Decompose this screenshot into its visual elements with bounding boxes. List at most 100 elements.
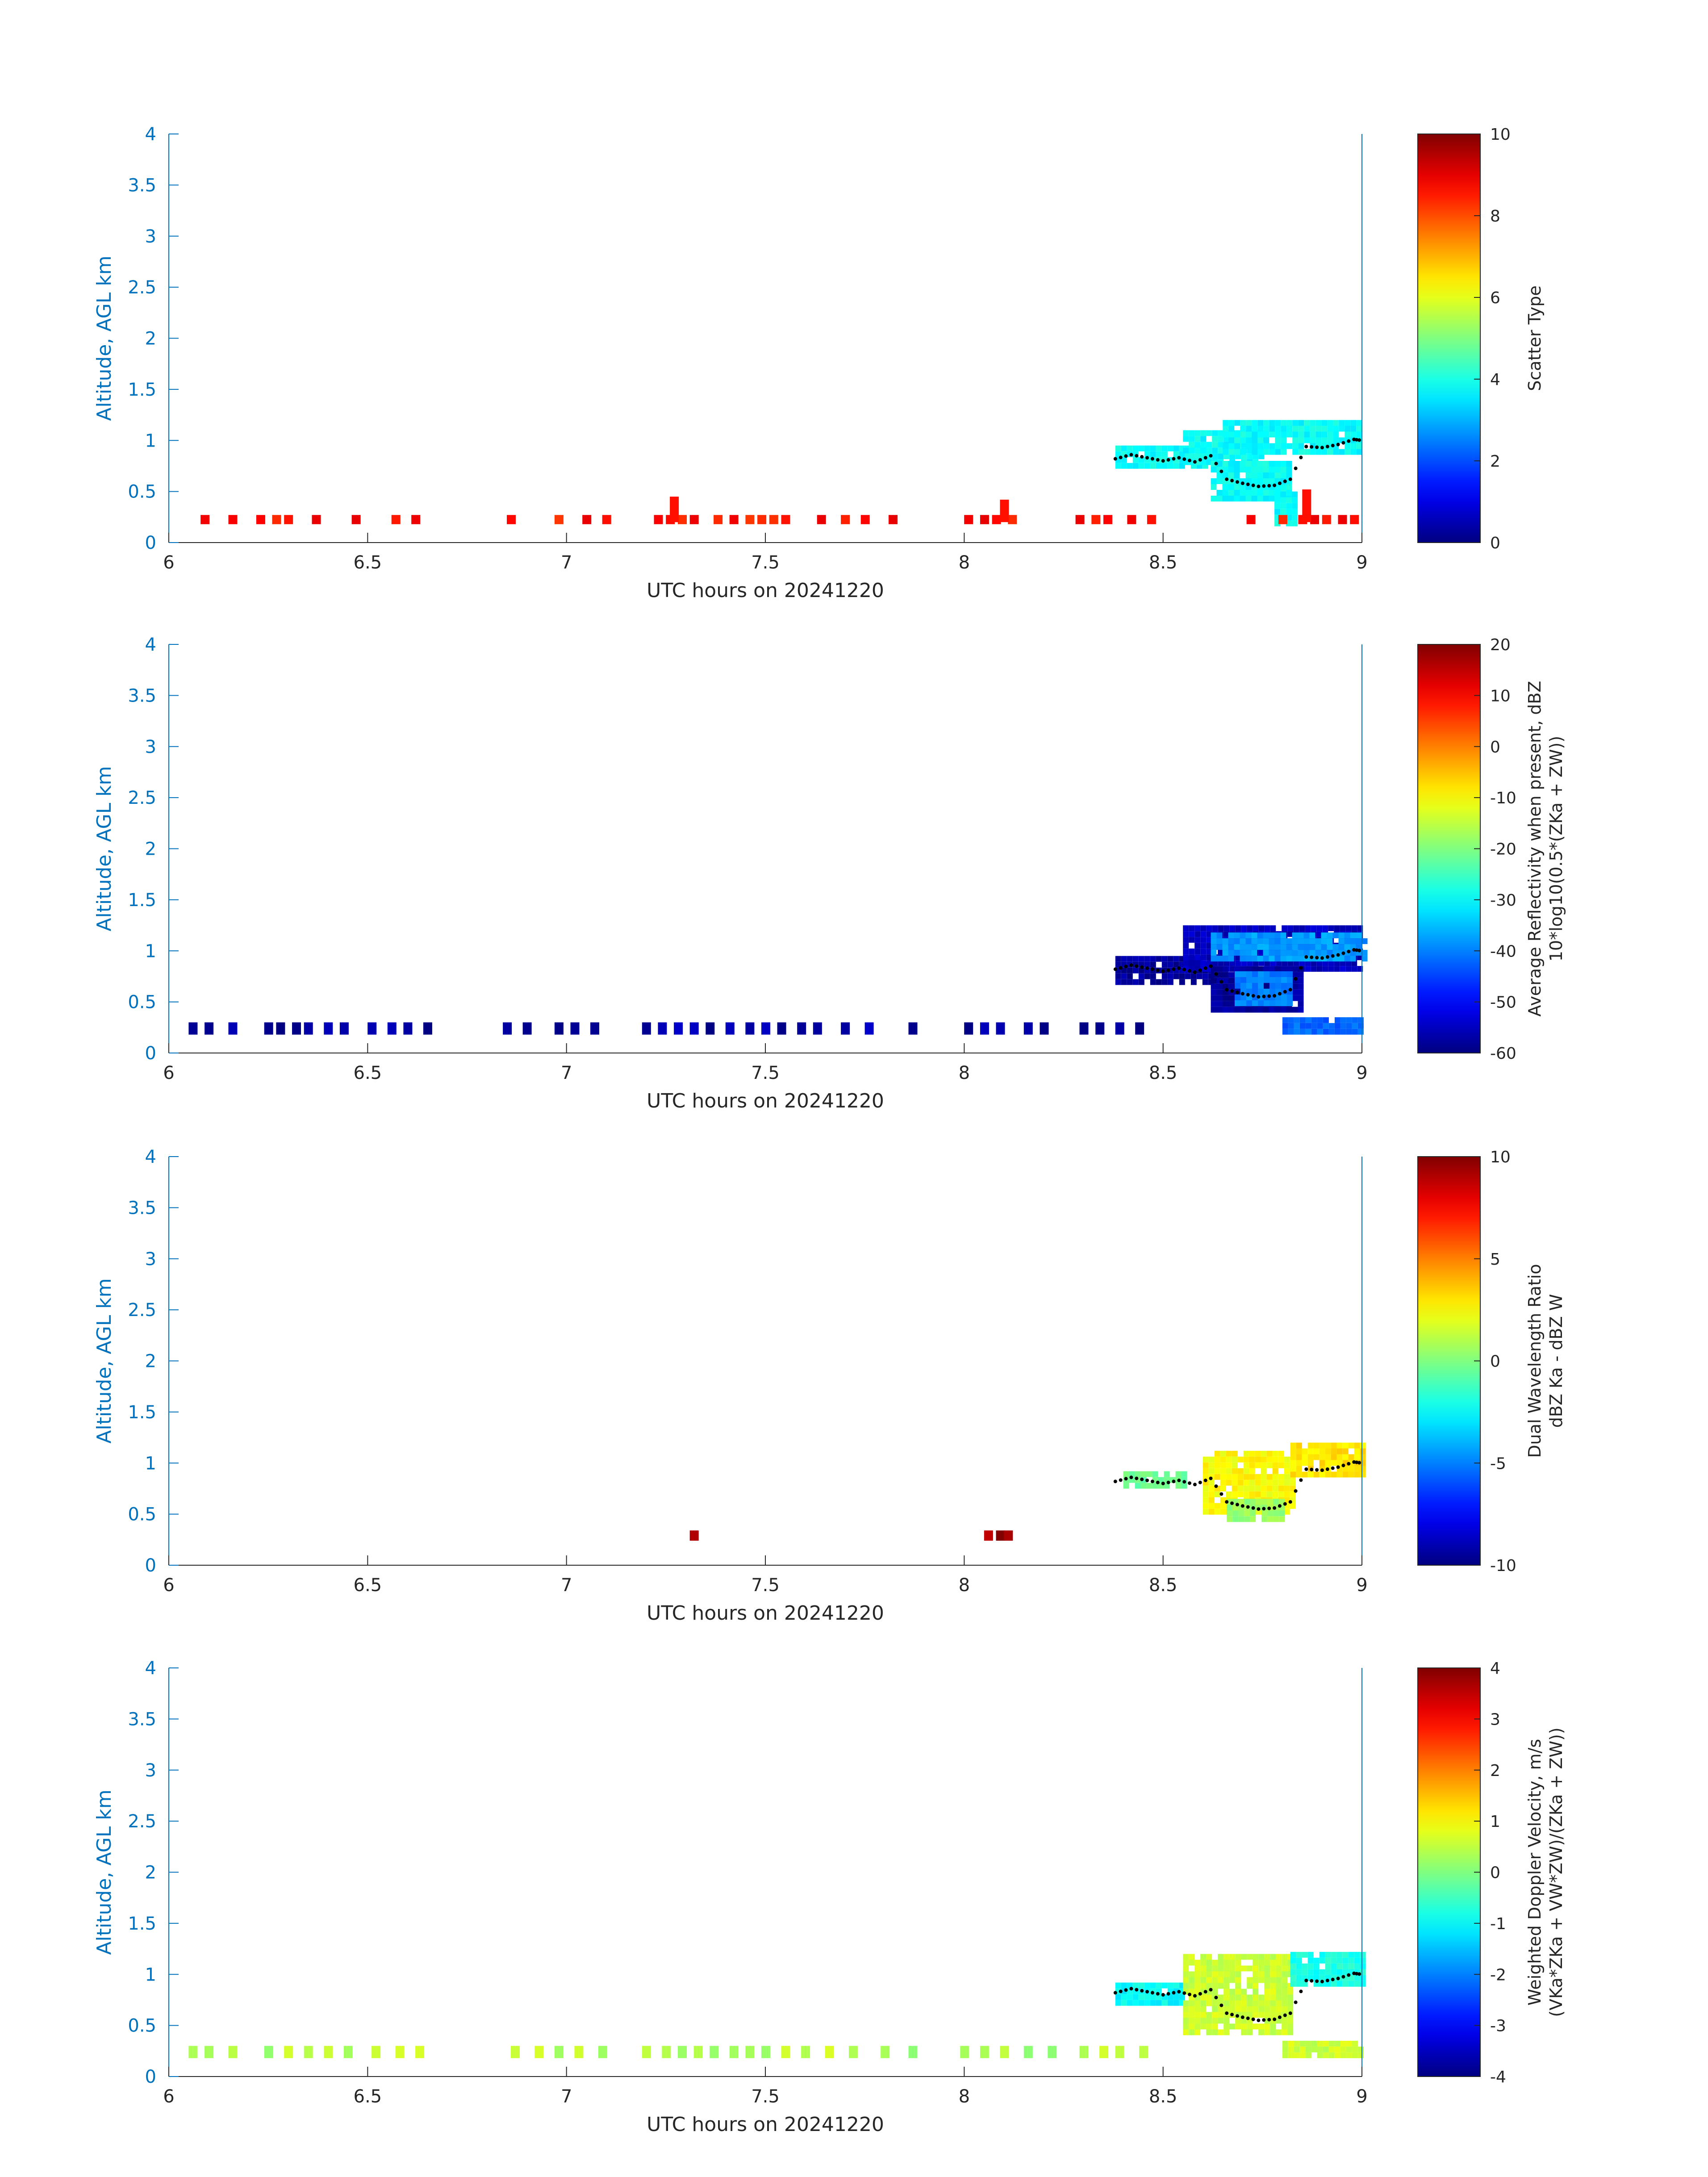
y-tick-label: 2.5 <box>128 1811 156 1832</box>
data-cell <box>1298 983 1304 990</box>
line-dot <box>1251 483 1255 487</box>
data-cell <box>1240 994 1246 1000</box>
data-cell <box>1246 431 1252 438</box>
data-cell <box>642 2046 651 2058</box>
data-cell <box>1263 983 1269 990</box>
data-cell <box>1226 1491 1232 1497</box>
data-cell <box>1305 2040 1311 2047</box>
data-cell <box>1328 2040 1335 2047</box>
data-cell <box>1264 1954 1270 1960</box>
data-cell <box>1232 1510 1239 1517</box>
data-cell <box>1315 938 1321 944</box>
data-cell <box>1348 1951 1354 1958</box>
data-cell <box>1292 938 1298 944</box>
data-cell <box>1257 490 1263 496</box>
data-cell <box>1079 2046 1089 2058</box>
data-cell <box>1315 449 1322 455</box>
data-cell <box>1282 1989 1288 1995</box>
data-cell <box>1272 1491 1278 1497</box>
data-cell <box>1226 1474 1232 1480</box>
line-dot <box>1315 445 1319 449</box>
data-cell <box>1246 983 1252 989</box>
data-cell <box>1287 960 1294 966</box>
data-cell <box>1218 1960 1224 1966</box>
data-cell <box>1150 2000 1156 2006</box>
data-cell <box>1280 1007 1286 1013</box>
data-cell <box>1298 956 1304 962</box>
data-cell <box>1276 1977 1282 1983</box>
x-tick-label: 9 <box>1356 1575 1367 1596</box>
data-cell <box>1132 2000 1139 2006</box>
data-cell <box>1252 971 1258 977</box>
data-cell <box>1200 943 1207 949</box>
data-cell <box>1292 431 1299 438</box>
data-cell <box>1284 1491 1290 1497</box>
data-cell <box>1138 979 1144 985</box>
data-cell <box>1179 979 1185 985</box>
data-cell <box>1212 960 1218 966</box>
data-cell <box>1167 973 1173 979</box>
data-cell <box>1311 2040 1317 2047</box>
data-cell <box>1227 1510 1233 1517</box>
data-cell <box>1357 2046 1364 2052</box>
line-dot <box>1294 1489 1298 1493</box>
line-dot <box>1288 2011 1292 2015</box>
data-cell <box>1281 449 1287 455</box>
data-cell <box>1241 960 1247 966</box>
data-cell <box>1258 1977 1265 1983</box>
data-cell <box>1189 442 1195 448</box>
data-cell <box>1206 931 1212 937</box>
data-cell <box>1261 1474 1267 1480</box>
data-cell <box>1340 1017 1346 1023</box>
data-cell <box>1161 956 1168 962</box>
data-cell <box>1123 1483 1129 1489</box>
line-dot <box>1177 1990 1181 1994</box>
data-cell <box>1290 1957 1296 1964</box>
data-cell <box>1235 2023 1241 2030</box>
data-cell <box>964 1022 973 1035</box>
y-tick-label: 4 <box>145 635 156 655</box>
colorbar-tick-label: 1 <box>1490 1813 1500 1831</box>
data-cell <box>1216 972 1223 978</box>
data-cell <box>1245 461 1252 467</box>
data-cell <box>1132 967 1139 974</box>
line-dot <box>1304 955 1308 959</box>
data-cell <box>1023 1022 1033 1035</box>
data-cell <box>1140 1471 1147 1477</box>
data-cell <box>1334 1017 1341 1023</box>
data-cell <box>1173 961 1179 968</box>
y-tick-label: 0 <box>145 1555 156 1576</box>
line-dot <box>1193 1483 1197 1487</box>
data-cell <box>1269 956 1275 962</box>
data-cell <box>1257 420 1264 426</box>
data-cell <box>1281 1000 1287 1006</box>
data-cell <box>1208 1491 1215 1497</box>
y-tick-label: 2.5 <box>128 1300 156 1320</box>
data-cell <box>1099 2046 1109 2058</box>
data-cell <box>1150 1982 1156 1989</box>
data-cell <box>1350 443 1357 449</box>
data-cell <box>1346 2052 1352 2058</box>
data-cell <box>1183 949 1189 955</box>
colorbar-tick-label: -30 <box>1490 891 1516 910</box>
line-dot <box>1219 1492 1224 1496</box>
line-dot <box>1113 1479 1117 1483</box>
data-cell <box>1206 2029 1212 2035</box>
data-cell <box>1264 1983 1270 1989</box>
line-dot <box>1352 438 1356 441</box>
x-tick-label: 8 <box>959 2086 970 2107</box>
data-cell <box>1269 461 1275 467</box>
data-cell <box>1287 971 1293 977</box>
data-cell <box>1257 1007 1263 1013</box>
data-cell <box>1252 983 1258 989</box>
data-cell <box>1286 467 1292 472</box>
data-cell <box>1121 2000 1127 2006</box>
data-cell <box>1321 426 1328 432</box>
data-cell <box>860 515 870 524</box>
data-cell <box>1132 1994 1139 2000</box>
dotted-line <box>1113 1972 1361 2022</box>
data-cell <box>1328 2046 1335 2052</box>
data-cell <box>1316 925 1323 932</box>
line-dot <box>1352 1972 1356 1975</box>
